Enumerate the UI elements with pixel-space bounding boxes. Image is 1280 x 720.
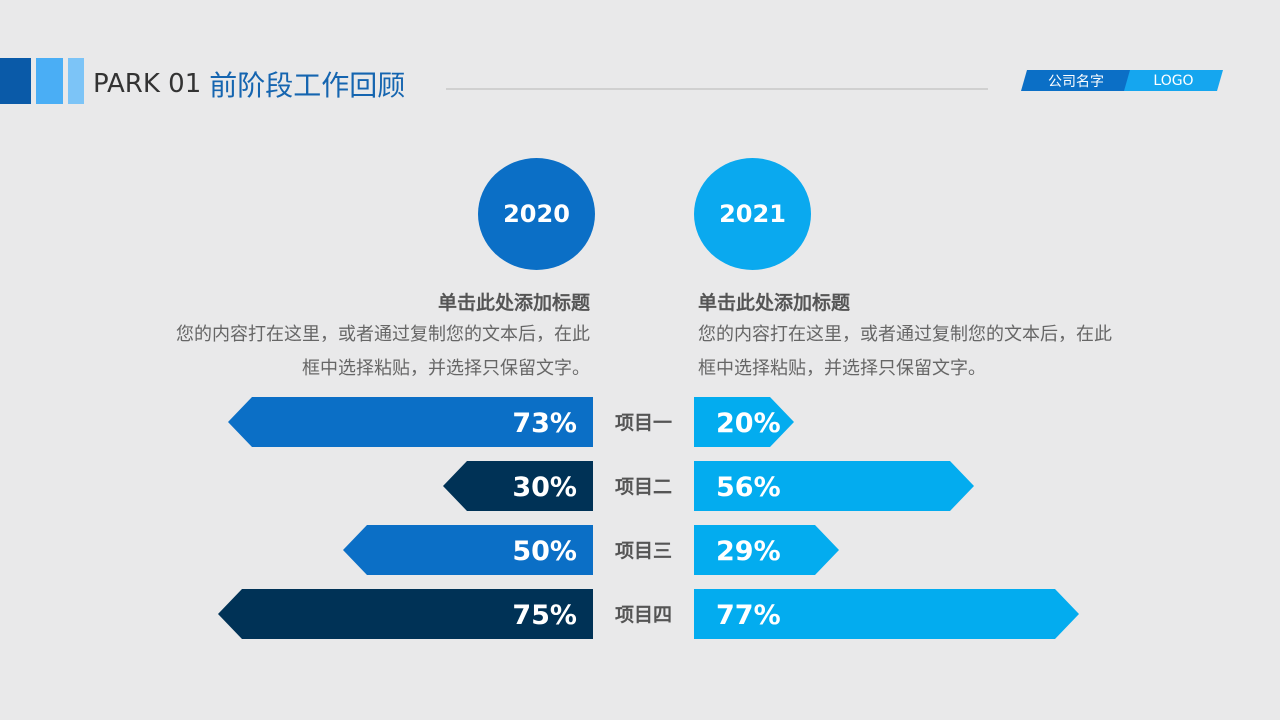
bar-2020-4	[218, 589, 593, 639]
company-name-badge: 公司名字	[1021, 70, 1131, 91]
left-body-line-1: 您的内容打在这里，或者通过复制您的文本后，在此	[176, 324, 590, 345]
bar-label-2020-4: 75%	[512, 600, 577, 631]
bar-label-2020-2: 30%	[512, 472, 577, 503]
right-heading: 单击此处添加标题	[698, 292, 851, 314]
left-heading: 单击此处添加标题	[437, 292, 590, 314]
right-text-block: 单击此处添加标题 您的内容打在这里，或者通过复制您的文本后，在此 框中选择粘贴，…	[698, 288, 1198, 386]
year-label-left: 2020	[503, 200, 570, 228]
right-body-line-2: 框中选择粘贴，并选择只保留文字。	[698, 358, 986, 379]
section-number: PARK 01	[93, 69, 202, 99]
bar-2020-2	[443, 461, 593, 511]
category-label-1: 项目一	[615, 412, 672, 434]
header-divider	[446, 88, 988, 90]
category-label-2: 项目二	[615, 476, 672, 498]
header-decor-block-3	[68, 58, 84, 104]
company-name: 公司名字	[1048, 73, 1104, 90]
bar-label-2021-4: 77%	[716, 600, 781, 631]
bar-label-2020-1: 73%	[512, 408, 577, 439]
bar-label-2020-3: 50%	[512, 536, 577, 567]
logo-badge: LOGO	[1124, 70, 1223, 91]
bar-2020-3	[343, 525, 593, 575]
category-label-3: 项目三	[615, 540, 672, 562]
bar-2021-3	[694, 525, 839, 575]
bar-2021-1	[694, 397, 794, 447]
bar-2020-1	[228, 397, 593, 447]
left-text-block: 单击此处添加标题 您的内容打在这里，或者通过复制您的文本后，在此 框中选择粘贴，…	[90, 288, 590, 386]
page-title: PARK 01 前阶段工作回顾	[93, 64, 405, 104]
logo-text: LOGO	[1153, 72, 1194, 89]
bar-label-2021-2: 56%	[716, 472, 781, 503]
left-body-line-2: 框中选择粘贴，并选择只保留文字。	[302, 358, 590, 379]
bar-label-2021-3: 29%	[716, 536, 781, 567]
header-decor-block-1	[0, 58, 31, 104]
section-title: 前阶段工作回顾	[209, 69, 406, 102]
year-circle-2021: 2021	[694, 158, 811, 270]
bar-2021-4	[694, 589, 1079, 639]
header-decor-block-2	[36, 58, 63, 104]
category-label-4: 项目四	[615, 604, 672, 626]
bar-label-2021-1: 20%	[716, 408, 781, 439]
bar-2021-2	[694, 461, 974, 511]
year-label-right: 2021	[719, 200, 786, 228]
year-circle-2020: 2020	[478, 158, 595, 270]
right-body-line-1: 您的内容打在这里，或者通过复制您的文本后，在此	[698, 324, 1112, 345]
